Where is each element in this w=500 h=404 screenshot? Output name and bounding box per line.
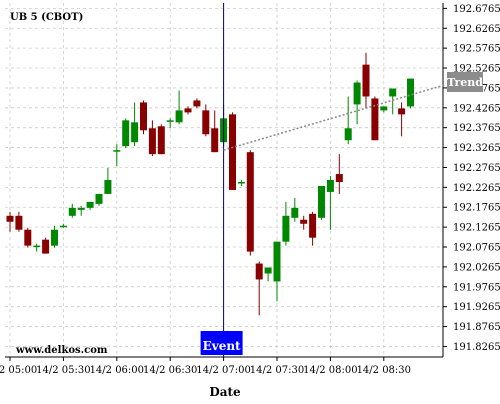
- candle-body-down: [398, 108, 406, 115]
- candle-body-up: [166, 120, 174, 122]
- candle-body-up: [353, 82, 361, 105]
- candle-body-up: [95, 193, 103, 204]
- candle-body-down: [15, 215, 23, 230]
- watermark: www.delkos.com: [15, 345, 108, 356]
- y-tick-label: 192.6765: [453, 4, 500, 15]
- candle-body-down: [184, 108, 192, 113]
- candle-body-down: [211, 128, 219, 153]
- trend-marker: [447, 72, 483, 92]
- candle-body-up: [175, 110, 183, 123]
- candle-body-up: [344, 128, 352, 141]
- candle-body-up: [104, 180, 112, 194]
- candle-body-up: [59, 225, 67, 228]
- candle-body-up: [282, 215, 290, 242]
- candle-body-down: [255, 263, 263, 280]
- candle-body-up: [318, 185, 325, 218]
- chart-title: UB 5 (CBOT): [10, 12, 83, 23]
- candle-body-down: [309, 213, 317, 238]
- candle-body-up: [113, 150, 121, 152]
- candle-body-up: [264, 267, 272, 274]
- y-tick-label: 192.2765: [453, 163, 500, 174]
- candle-body-up: [51, 229, 58, 246]
- candle-body-up: [68, 207, 76, 216]
- y-tick-label: 192.3265: [453, 143, 500, 154]
- y-tick-label: 192.6265: [453, 24, 500, 35]
- candle-body-down: [335, 174, 343, 182]
- x-tick-label: 14/2 06:00: [90, 365, 144, 376]
- x-tick-label: 14/2 07:30: [250, 365, 304, 376]
- candle-body-up: [291, 207, 299, 218]
- y-tick-label: 191.9265: [453, 302, 500, 313]
- candle-body-down: [140, 102, 147, 131]
- candle-body-down: [229, 114, 236, 190]
- candle-body-down: [202, 110, 210, 135]
- y-tick-label: 192.3765: [453, 123, 500, 134]
- candle-body-up: [86, 201, 94, 208]
- x-tick-label: 14/2 08:00: [303, 365, 357, 376]
- trend-label: Trend: [447, 76, 483, 89]
- y-tick-label: 192.4265: [453, 103, 500, 114]
- candle-body-down: [24, 229, 32, 246]
- y-tick-label: 191.9765: [453, 282, 500, 293]
- candle-body-down: [42, 239, 50, 254]
- candle-body-up: [380, 106, 388, 111]
- candle-body-down: [193, 100, 201, 107]
- candle-body-down: [362, 64, 370, 97]
- trend-line: [223, 83, 447, 151]
- x-tick-label: 14/2 05:00: [0, 365, 37, 376]
- overlays: Event Trend: [200, 3, 483, 357]
- candle-body-up: [131, 122, 139, 143]
- y-tick-label: 192.5765: [453, 44, 500, 55]
- candle-body-down: [300, 219, 308, 224]
- candle-body-up: [33, 245, 41, 248]
- x-tick-label: 14/2 06:30: [143, 365, 197, 376]
- candle-body-up: [237, 181, 245, 184]
- candle-body-down: [6, 215, 14, 222]
- y-tick-label: 191.8765: [453, 322, 500, 333]
- candle-body-down: [246, 152, 254, 252]
- y-tick-label: 192.5265: [453, 64, 500, 75]
- y-tick-label: 192.2265: [453, 183, 500, 194]
- candle-body-up: [273, 241, 281, 282]
- x-tick-label: 14/2 07:00: [196, 365, 250, 376]
- x-tick-label: 14/2 08:30: [357, 365, 411, 376]
- candle-body-down: [157, 126, 165, 155]
- candle-body-up: [77, 207, 85, 210]
- candle-body-up: [407, 78, 414, 107]
- event-label: Event: [203, 339, 241, 353]
- candle-body-up: [326, 180, 334, 192]
- candle-body-down: [148, 128, 156, 155]
- candle-body-up: [122, 120, 130, 147]
- y-tick-label: 191.8265: [453, 342, 500, 353]
- y-tick-label: 192.0265: [453, 262, 500, 273]
- axes: 192.6765192.6265192.5765192.5265192.4765…: [0, 3, 500, 376]
- y-tick-label: 192.0765: [453, 243, 500, 254]
- candle-body-down: [371, 98, 379, 141]
- x-tick-label: 14/2 05:30: [36, 365, 90, 376]
- candle-body-up: [389, 88, 397, 97]
- y-tick-label: 192.1265: [453, 223, 500, 234]
- x-axis-title: Date: [209, 385, 241, 399]
- y-tick-label: 192.1765: [453, 203, 500, 214]
- event-marker: [200, 331, 243, 355]
